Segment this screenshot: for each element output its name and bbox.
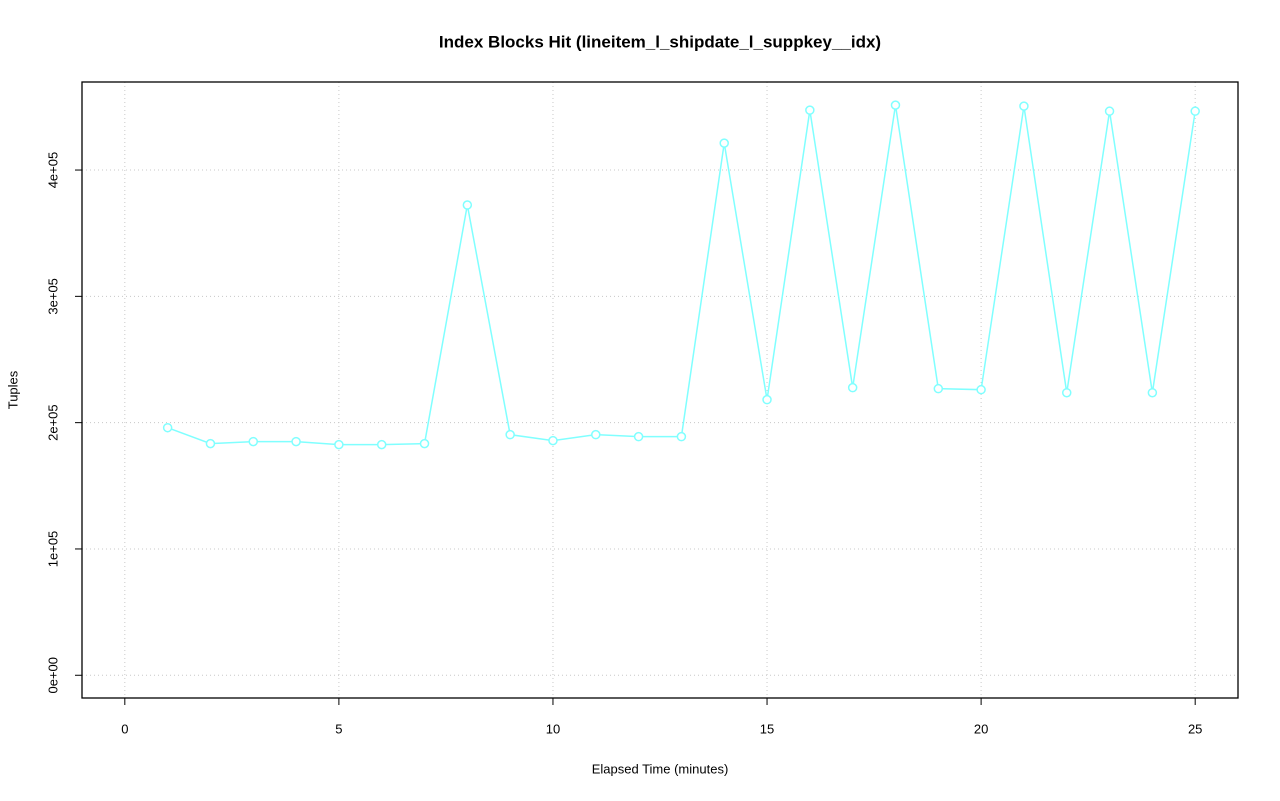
data-point <box>847 382 858 393</box>
x-axis-label: Elapsed Time (minutes) <box>592 761 729 776</box>
data-point <box>805 105 815 115</box>
data-point <box>1190 106 1200 116</box>
x-tick-label: 25 <box>1188 721 1202 736</box>
data-point <box>1061 387 1072 398</box>
y-tick-label: 3e+05 <box>45 278 60 315</box>
data-point <box>462 200 473 210</box>
data-point <box>1104 106 1115 116</box>
plot-frame <box>81 81 1239 699</box>
data-point <box>976 384 986 395</box>
data-point <box>205 438 216 449</box>
y-tick-label: 0e+00 <box>45 657 60 694</box>
data-point <box>505 429 515 440</box>
x-tick-label: 10 <box>546 721 560 736</box>
chart-title: Index Blocks Hit (lineitem_l_shipdate_l_… <box>439 32 881 51</box>
data-point <box>1147 387 1158 398</box>
data-point <box>419 438 430 449</box>
data-point <box>719 138 729 148</box>
y-axis-label: Tuples <box>5 370 20 409</box>
data-point <box>291 436 301 447</box>
series-line <box>167 105 1196 446</box>
x-tick-label: 20 <box>974 721 988 736</box>
data-point <box>162 422 173 433</box>
x-tick-label: 15 <box>760 721 774 736</box>
data-point <box>933 383 944 394</box>
x-tick-label: 0 <box>121 721 128 736</box>
data-point <box>890 100 901 110</box>
data-point <box>762 394 772 405</box>
x-tick-label: 5 <box>335 721 342 736</box>
data-point <box>1019 101 1029 111</box>
data-point <box>548 435 558 446</box>
data-point <box>591 429 601 440</box>
data-point <box>676 431 687 442</box>
data-point <box>376 439 387 450</box>
data-point <box>334 439 344 450</box>
y-tick-label: 4e+05 <box>45 152 60 189</box>
data-point <box>248 436 259 447</box>
data-point <box>633 431 644 442</box>
y-tick-label: 1e+05 <box>45 531 60 568</box>
y-tick-label: 2e+05 <box>45 404 60 441</box>
